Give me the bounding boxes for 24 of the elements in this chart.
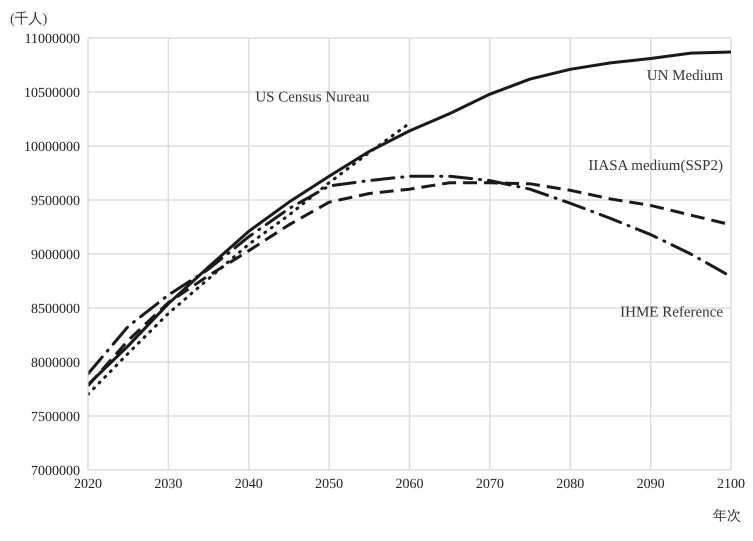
x-tick-label: 2030 bbox=[154, 476, 182, 492]
x-axis-title: 年次 bbox=[713, 508, 741, 525]
series-label: IHME Reference bbox=[620, 304, 724, 321]
y-tick-label: 7500000 bbox=[31, 410, 80, 425]
y-tick-label: 11000000 bbox=[24, 32, 80, 47]
x-tick-label: 2060 bbox=[396, 476, 424, 492]
y-tick-label: 9000000 bbox=[31, 248, 80, 263]
y-tick-label: 10000000 bbox=[24, 140, 80, 155]
x-tick-label: 2040 bbox=[234, 476, 263, 492]
y-tick-label: 8000000 bbox=[31, 356, 80, 371]
y-tick-label: 9500000 bbox=[31, 194, 80, 209]
x-tick-label: 2090 bbox=[636, 476, 665, 492]
x-tick-label: 2050 bbox=[315, 476, 344, 492]
series-label: UN Medium bbox=[646, 68, 724, 84]
series-label: IIASA medium(SSP2) bbox=[588, 158, 723, 174]
text: US Census Nureau bbox=[255, 89, 370, 106]
y-tick-label: 7000000 bbox=[31, 464, 80, 479]
x-tick-label: 2080 bbox=[556, 476, 584, 492]
x-tick-label: 2070 bbox=[476, 476, 504, 492]
y-tick-label: 10500000 bbox=[24, 86, 80, 101]
y-axis-title: (千人) bbox=[10, 10, 48, 28]
x-tick-label: 2020 bbox=[74, 476, 102, 492]
y-tick-label: 8500000 bbox=[31, 302, 80, 317]
x-tick-label: 2100 bbox=[717, 476, 745, 492]
